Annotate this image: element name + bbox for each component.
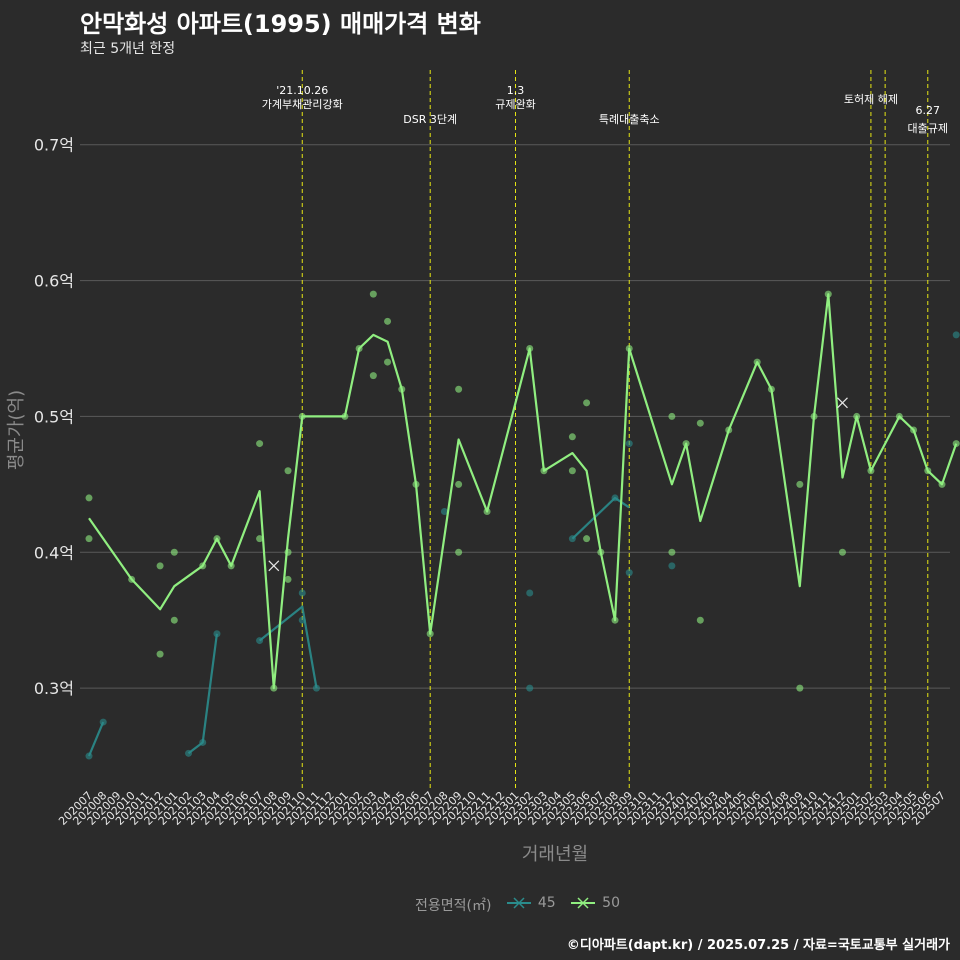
- event-label: DSR 3단계: [403, 113, 457, 126]
- legend-label-45: 45: [538, 895, 556, 911]
- data-point-50: [384, 359, 391, 366]
- legend-label-50: 50: [602, 895, 620, 911]
- data-point-50: [256, 440, 263, 447]
- data-point-50: [697, 617, 704, 624]
- data-point-50: [668, 413, 675, 420]
- data-point-50: [370, 372, 377, 379]
- series-line-50: [89, 294, 956, 688]
- data-point-50: [455, 386, 462, 393]
- data-point-50: [583, 399, 590, 406]
- data-point-50: [569, 433, 576, 440]
- x-axis-label: 거래년월: [522, 844, 588, 865]
- event-label: 6.27: [916, 104, 941, 117]
- cross-marker-icon: [269, 561, 279, 571]
- data-point-45: [668, 562, 675, 569]
- y-tick-label: 0.6억: [34, 272, 74, 291]
- event-label: 대출규제: [908, 122, 948, 135]
- data-point-50: [171, 617, 178, 624]
- legend: 전용면적(㎡) 45 50: [0, 895, 960, 915]
- y-axis-label: 평균가(억): [6, 390, 27, 470]
- series-line-45: [89, 722, 103, 756]
- cross-marker-icon: [837, 398, 847, 408]
- y-tick-label: 0.5억: [34, 407, 74, 426]
- data-point-45: [526, 685, 533, 692]
- event-label: 규제완화: [495, 98, 535, 111]
- legend-item-50: 50: [570, 895, 620, 911]
- data-point-50: [370, 291, 377, 298]
- data-point-50: [171, 549, 178, 556]
- event-label: 가계부채관리강화: [262, 98, 343, 111]
- event-label: '21.10.26: [276, 84, 328, 97]
- data-point-50: [285, 467, 292, 474]
- legend-title: 전용면적(㎡): [415, 898, 491, 914]
- data-point-45: [299, 590, 306, 597]
- data-point-50: [668, 549, 675, 556]
- data-point-50: [86, 535, 93, 542]
- data-point-50: [285, 576, 292, 583]
- data-point-45: [526, 590, 533, 597]
- data-point-50: [569, 467, 576, 474]
- data-point-50: [583, 535, 590, 542]
- data-point-50: [455, 549, 462, 556]
- y-tick-label: 0.3억: [34, 679, 74, 698]
- legend-key-50-icon: [570, 896, 596, 910]
- data-point-50: [384, 318, 391, 325]
- event-label: 토허제 해제: [844, 92, 898, 106]
- data-point-50: [796, 481, 803, 488]
- event-label: 1.3: [507, 84, 525, 97]
- legend-key-45-icon: [506, 896, 532, 910]
- data-point-45: [626, 569, 633, 576]
- data-point-50: [839, 549, 846, 556]
- data-point-50: [455, 481, 462, 488]
- price-chart: 0.3억0.4억0.5억0.6억0.7억평균가(억)20200720200820…: [0, 0, 960, 880]
- data-point-50: [86, 494, 93, 501]
- data-point-45: [626, 440, 633, 447]
- legend-item-45: 45: [506, 895, 556, 911]
- data-point-45: [953, 331, 960, 338]
- data-point-50: [157, 562, 164, 569]
- data-point-50: [796, 685, 803, 692]
- data-point-50: [697, 420, 704, 427]
- event-label: 특례대출축소: [599, 113, 660, 126]
- series-line-45: [189, 634, 217, 754]
- y-tick-label: 0.4억: [34, 543, 74, 562]
- y-tick-label: 0.7억: [34, 136, 74, 155]
- source-caption: ©디아파트(dapt.kr) / 2025.07.25 / 자료=국토교통부 실…: [567, 934, 950, 953]
- data-point-50: [157, 651, 164, 658]
